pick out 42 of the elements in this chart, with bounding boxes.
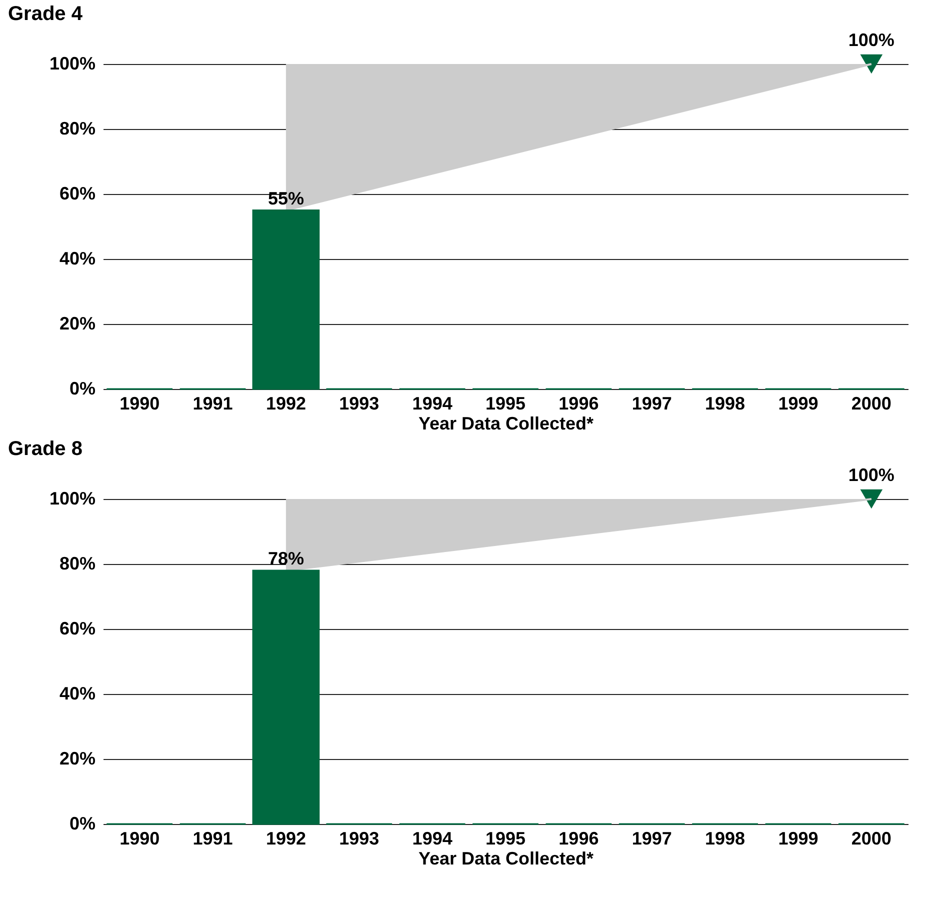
x-tick-label: 2000 (851, 394, 892, 414)
y-tick-label: 100% (49, 54, 96, 74)
x-tick-label: 1990 (120, 394, 160, 414)
x-tick-label: 1992 (266, 828, 306, 848)
x-tick-label: 1991 (192, 394, 233, 414)
y-tick-label: 80% (59, 554, 96, 574)
x-tick-label: 2000 (851, 828, 892, 848)
y-tick-label: 20% (59, 748, 96, 768)
y-tick-label: 40% (59, 684, 96, 704)
y-tick-label: 80% (59, 118, 96, 138)
x-tick-label: 1998 (705, 394, 746, 414)
x-tick-label: 1997 (632, 394, 672, 414)
x-tick-label: 1992 (266, 394, 306, 414)
x-tick-label: 1996 (558, 394, 599, 414)
x-tick-label: 1990 (120, 828, 160, 848)
y-tick-label: 100% (49, 488, 96, 508)
data-label: 100% (848, 465, 894, 485)
x-tick-label: 1991 (192, 828, 233, 848)
y-tick-label: 0% (69, 814, 96, 834)
x-tick-label: 1999 (778, 394, 818, 414)
data-label: 78% (268, 548, 304, 568)
x-tick-label: 1997 (632, 828, 672, 848)
x-tick-label: 1993 (339, 828, 380, 848)
y-tick-label: 20% (59, 314, 96, 334)
x-tick-label: 1995 (485, 828, 526, 848)
y-tick-label: 60% (59, 618, 96, 638)
x-tick-label: 1994 (412, 394, 452, 414)
y-tick-label: 40% (59, 248, 96, 268)
data-label: 100% (848, 30, 894, 50)
x-tick-label: 1995 (485, 394, 526, 414)
chart-title: Grade 4 (8, 3, 84, 25)
y-tick-label: 60% (59, 184, 96, 204)
data-label: 55% (268, 188, 304, 208)
x-axis-title: Year Data Collected* (418, 848, 594, 868)
x-tick-label: 1994 (412, 828, 452, 848)
chart-title: Grade 8 (8, 438, 82, 460)
y-tick-label: 0% (69, 378, 96, 398)
x-tick-label: 1999 (778, 828, 818, 848)
x-tick-label: 1993 (339, 394, 380, 414)
x-axis-title: Year Data Collected* (418, 414, 594, 434)
x-tick-label: 1998 (705, 828, 746, 848)
x-tick-label: 1996 (558, 828, 599, 848)
